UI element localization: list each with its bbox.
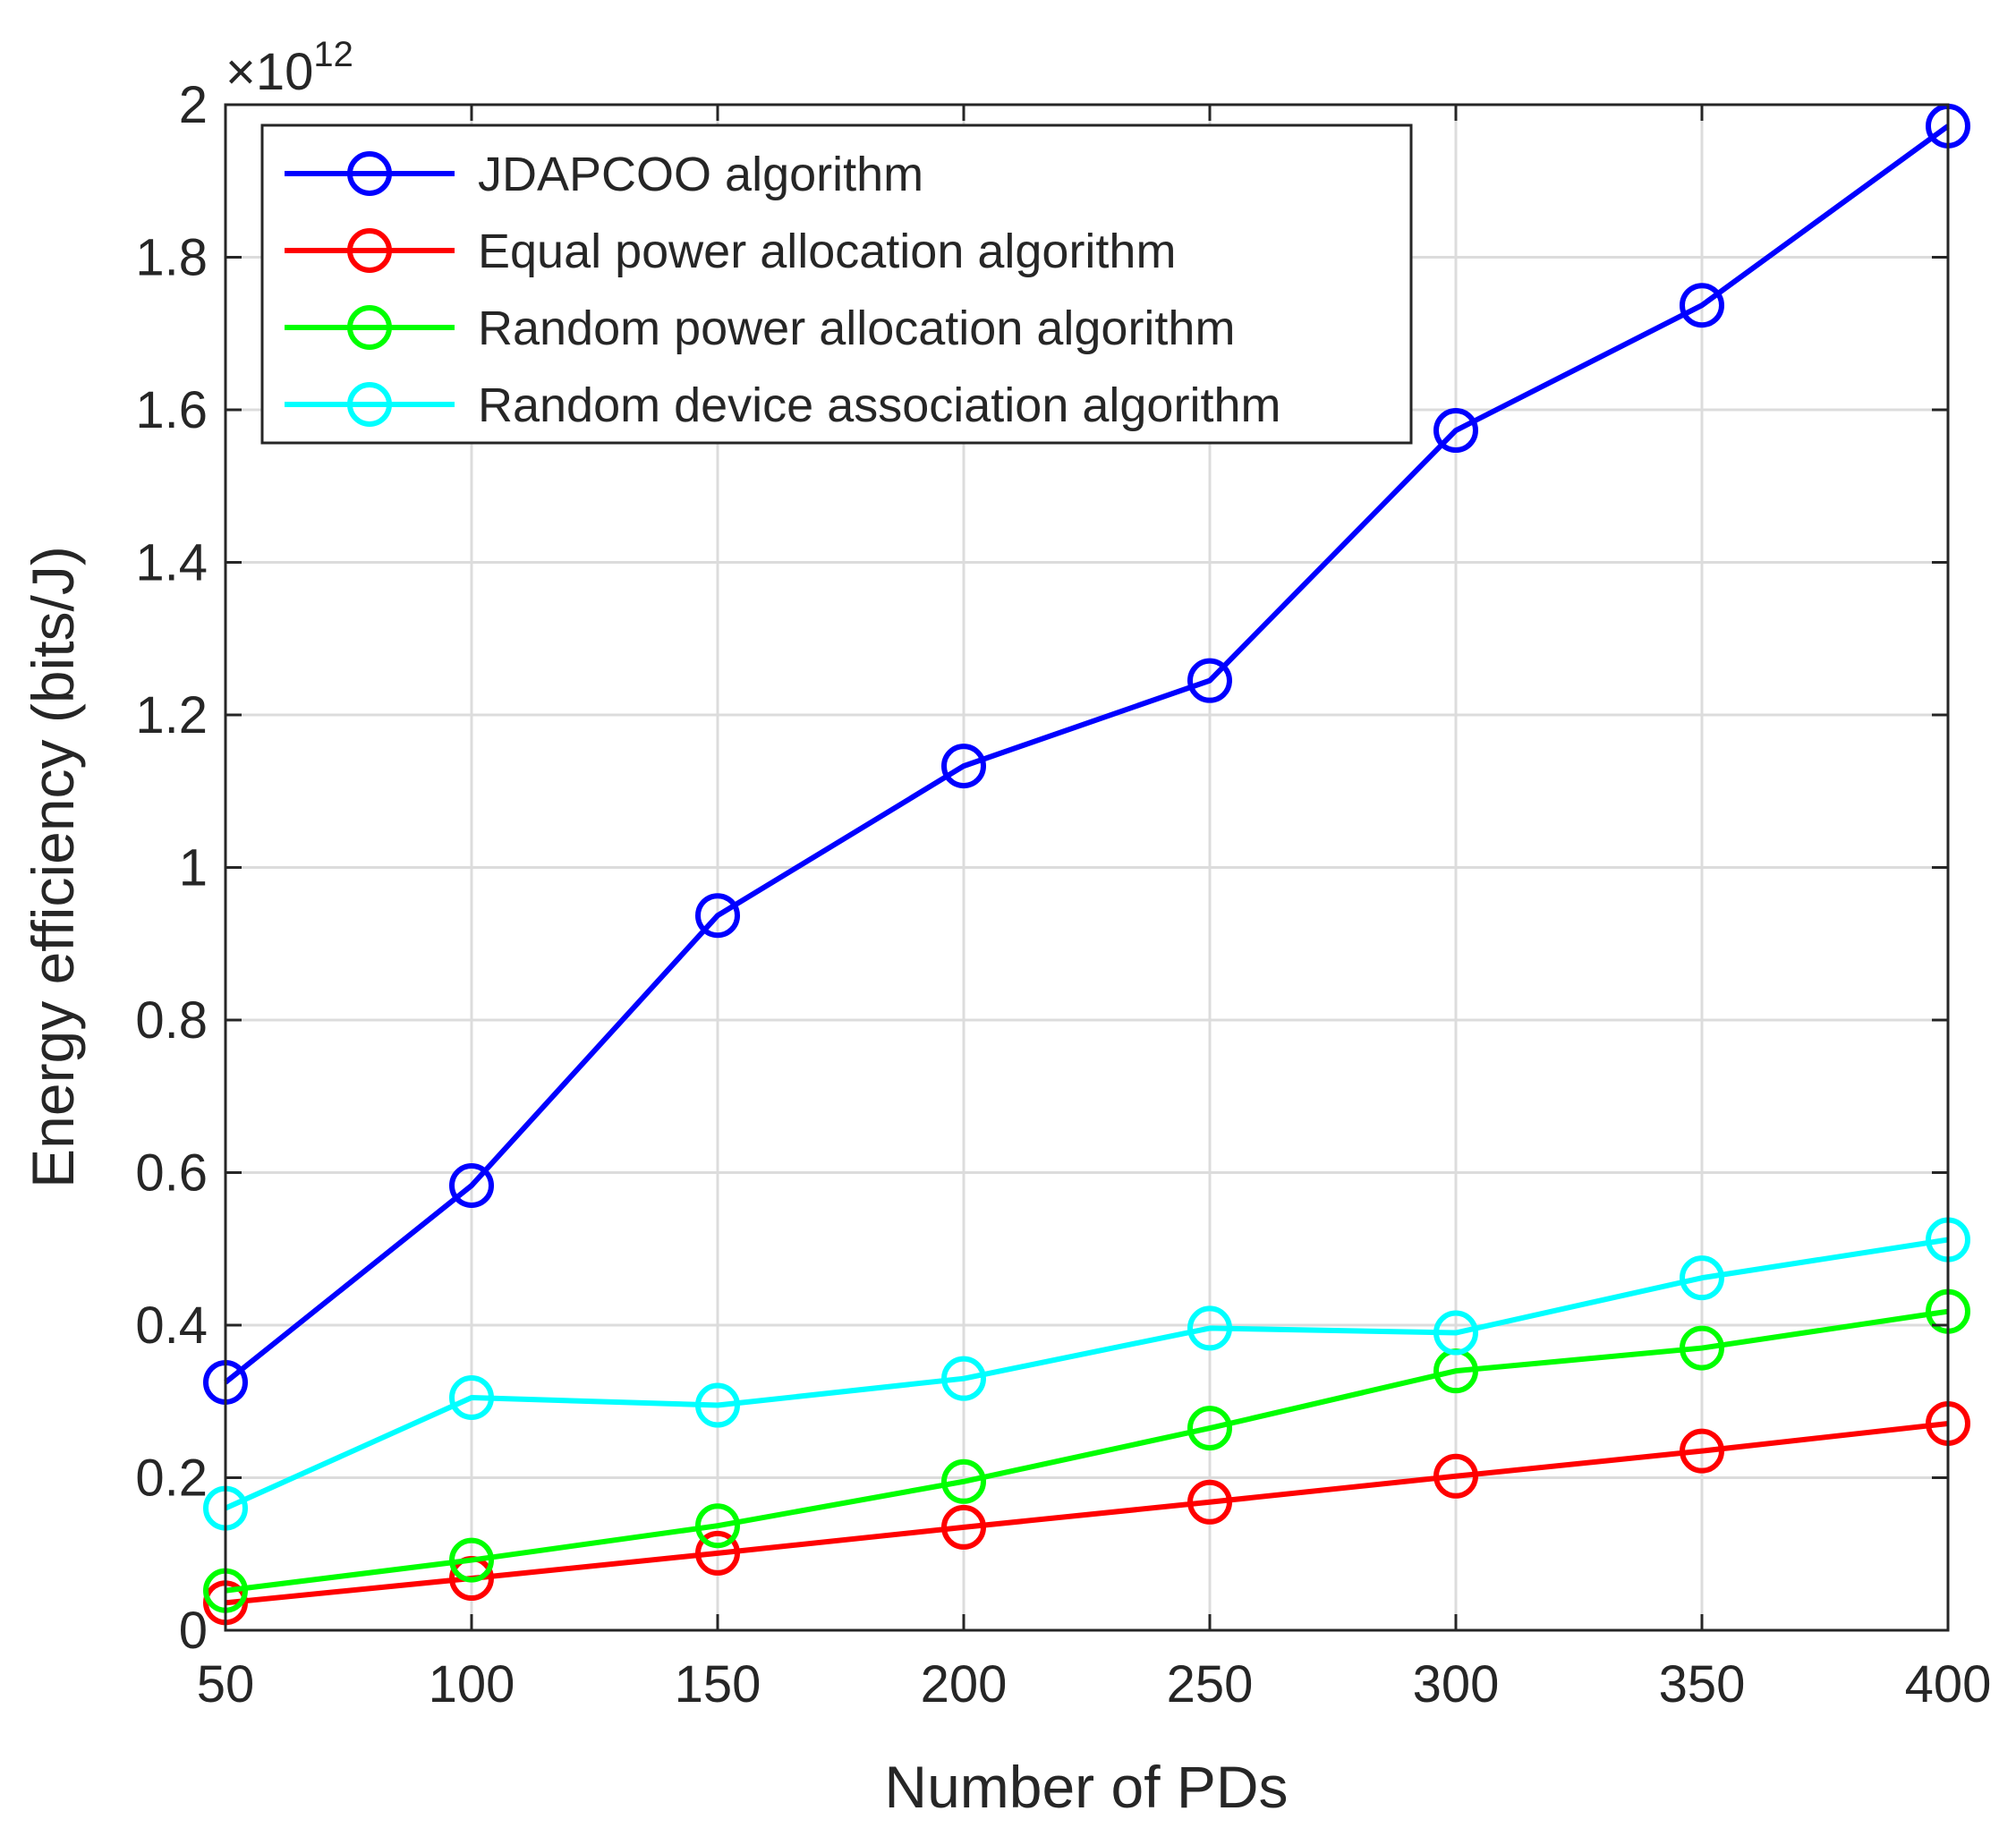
y-exponent-label: ×1012 [225, 35, 353, 101]
data-point [695, 893, 740, 939]
data-point [941, 744, 986, 789]
legend-label: Equal power allocation algorithm [478, 225, 1176, 278]
data-point [1680, 1325, 1724, 1371]
series-group [203, 103, 1970, 1626]
series-line [225, 1420, 1949, 1606]
data-point [1187, 1406, 1232, 1451]
data-point [1433, 1453, 1478, 1499]
x-axis-label: Number of PDs [884, 1754, 1288, 1820]
data-point [1680, 1255, 1724, 1301]
x-tick-label: 250 [1167, 1655, 1254, 1713]
y-tick-label: 0.8 [135, 991, 208, 1050]
x-tick-label: 50 [197, 1655, 255, 1713]
x-tick-labels: 50 100 150 200 250 300 350 400 [197, 1655, 1992, 1713]
legend-box [260, 123, 1413, 445]
legend-marker [347, 151, 392, 196]
data-point [1187, 1479, 1232, 1525]
data-point [449, 1537, 494, 1583]
y-tick-label: 0 [179, 1602, 208, 1660]
y-axis-label: Energy efficiency (bits/J) [20, 546, 86, 1188]
x-tick-label: 150 [675, 1655, 761, 1713]
data-point [1433, 1310, 1478, 1356]
series-line [224, 123, 1950, 1385]
legend-entry: Random device association algorithm [285, 378, 1280, 432]
data-point [695, 1503, 740, 1549]
data-point [941, 1458, 986, 1504]
x-tick-label: 100 [429, 1655, 515, 1713]
data-point [941, 1504, 986, 1550]
y-tick-label: 1 [179, 839, 208, 897]
legend-marker [347, 305, 392, 350]
axis-ticks [224, 103, 1950, 1632]
y-tick-label: 2 [179, 76, 208, 134]
y-tick-label: 0.6 [135, 1144, 208, 1203]
legend-entry: JDAPCOO algorithm [285, 148, 923, 201]
data-point [449, 1374, 494, 1420]
data-point [941, 1356, 986, 1401]
y-tick-label: 0.4 [135, 1297, 208, 1355]
data-point [1680, 1428, 1724, 1474]
y-tick-label: 0.2 [135, 1450, 208, 1508]
data-point [1187, 1305, 1232, 1351]
y-tick-label: 1.6 [135, 381, 208, 439]
y-tick-label: 1.8 [135, 229, 208, 287]
series-line [224, 1237, 1949, 1511]
y-exponent-value: 12 [313, 35, 353, 74]
legend-entry: Random power allocation algorithm [285, 302, 1235, 355]
data-point [695, 1530, 740, 1576]
data-point [1187, 658, 1232, 703]
series-line [225, 1308, 1949, 1594]
legend-marker [347, 228, 392, 273]
legend: JDAPCOO algorithm Equal power allocation … [260, 123, 1413, 445]
data-point [1680, 283, 1724, 328]
y-tick-label: 1.2 [135, 686, 208, 744]
data-point [695, 1382, 740, 1428]
x-tick-label: 200 [921, 1655, 1008, 1713]
legend-entries: JDAPCOO algorithm Equal power allocation … [285, 148, 1280, 432]
data-point [1433, 408, 1478, 454]
legend-label: Random power allocation algorithm [478, 302, 1235, 355]
data-point [449, 1162, 494, 1208]
y-exponent-prefix: ×10 [225, 43, 313, 101]
y-tick-labels: 0 0.2 0.4 0.6 0.8 1 1.2 1.4 1.6 1.8 2 [135, 76, 208, 1660]
legend-label: Random device association algorithm [478, 378, 1280, 432]
legend-marker [347, 382, 392, 427]
x-tick-label: 300 [1413, 1655, 1500, 1713]
x-tick-label: 400 [1905, 1655, 1992, 1713]
legend-label: JDAPCOO algorithm [478, 148, 923, 201]
x-tick-label: 350 [1659, 1655, 1746, 1713]
y-tick-label: 1.4 [135, 534, 208, 592]
legend-entry: Equal power allocation algorithm [285, 225, 1176, 278]
